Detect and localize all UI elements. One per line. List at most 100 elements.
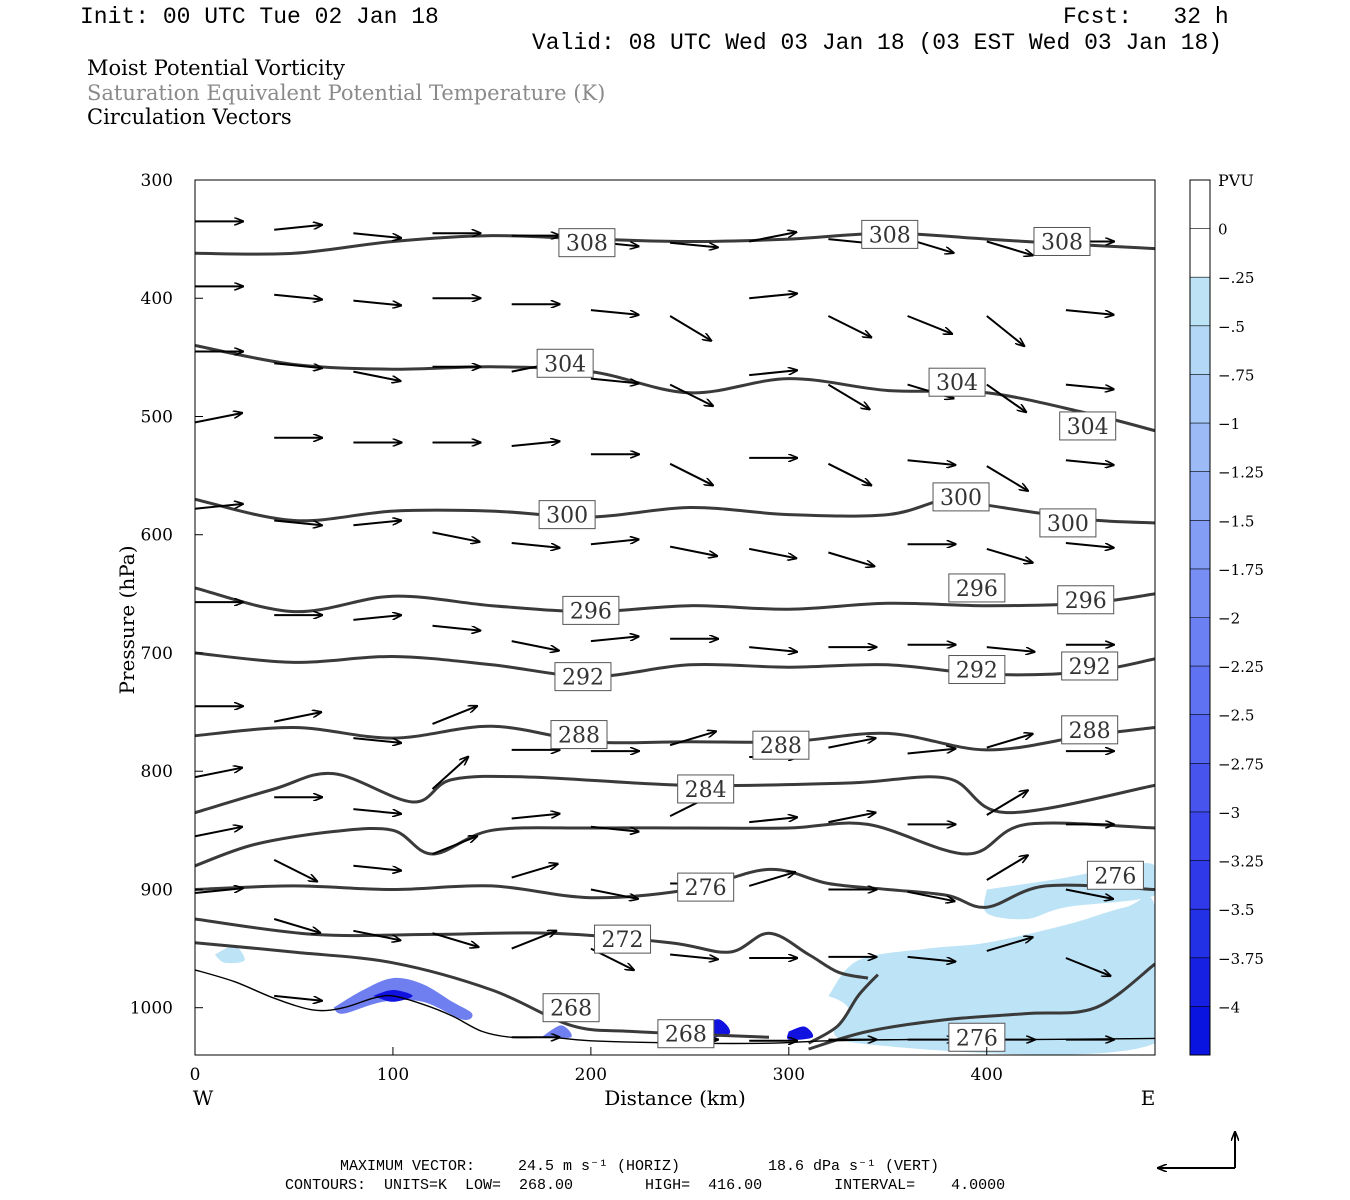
colorbar-swatch — [1190, 1006, 1210, 1056]
x-tick-label: 0 — [190, 1065, 201, 1085]
contour-label-box — [594, 924, 652, 954]
contour-label-text: 304 — [544, 352, 586, 377]
circulation-vector — [749, 817, 797, 824]
circulation-vector — [353, 370, 400, 381]
circulation-vector — [432, 624, 481, 631]
contour-label-box — [1039, 508, 1097, 538]
colorbar-label: −2.5 — [1218, 707, 1254, 725]
circulation-vector — [907, 890, 955, 901]
contour-label-box — [554, 662, 612, 692]
circulation-vector — [353, 864, 401, 871]
colorbar-swatch — [1190, 811, 1210, 862]
colorbar-label: −3.25 — [1218, 853, 1264, 871]
circulation-vector — [590, 377, 639, 384]
theta-contour — [808, 962, 1155, 1051]
circulation-vector — [986, 383, 1026, 413]
contour-label-text: 288 — [760, 734, 802, 759]
circulation-vector — [1065, 459, 1114, 465]
plot-frame — [194, 179, 1156, 1056]
circulation-vector — [907, 459, 956, 465]
contour-label: 296 — [948, 573, 1006, 603]
colorbar-swatch — [1190, 568, 1210, 618]
contour-label-text: 304 — [1067, 415, 1109, 440]
contour-label: 308 — [861, 219, 919, 249]
theta-contours — [195, 231, 1155, 1051]
theta-contour — [807, 973, 879, 1045]
circulation-vector — [511, 864, 558, 879]
circulation-vector — [432, 531, 480, 541]
contour-label: 276 — [677, 872, 735, 902]
circulation-vector — [907, 749, 956, 755]
contour-label-box — [752, 730, 810, 760]
circulation-vector — [353, 615, 401, 621]
circulation-vector — [1065, 309, 1114, 315]
y-axis-label: Pressure (hPa) — [115, 546, 139, 695]
contour-label: 304 — [1059, 411, 1117, 441]
circulation-vector — [353, 737, 401, 743]
x-tick-label: 400 — [971, 1065, 1003, 1085]
circulation-vector — [669, 953, 718, 960]
colorbar-label: −2.75 — [1218, 755, 1264, 773]
contour-label-box — [1059, 411, 1117, 441]
contour-label-text: 288 — [1069, 719, 1111, 744]
colorbar-swatch — [1190, 763, 1210, 813]
colorbar-swatch — [1190, 423, 1210, 473]
colorbar-swatch — [1190, 228, 1210, 278]
init-time: Init: 00 UTC Tue 02 Jan 18 — [80, 4, 439, 30]
y-tick-label: 1000 — [130, 999, 173, 1019]
max-vector-vert: 18.6 dPa s⁻¹ (VERT) — [768, 1158, 940, 1175]
circulation-vector — [828, 738, 875, 749]
pv-colorbar: 0 −.25 −.5 −.75 −1 −1.25 −1.5 −1.75 −2 −2.25 −2.5 −… — [1189, 179, 1264, 1056]
theta-contour — [195, 917, 869, 980]
y-tick-label: 700 — [141, 644, 173, 664]
colorbar-label: −1.5 — [1218, 512, 1254, 530]
contour-label-text: 272 — [602, 928, 644, 953]
circulation-vector — [986, 790, 1028, 816]
contour-label-text: 296 — [1065, 589, 1107, 614]
title-theta: Saturation Equivalent Potential Temperat… — [87, 81, 606, 105]
circulation-vector — [986, 465, 1028, 491]
x-axis-label: Distance (km) — [604, 1086, 746, 1110]
contour-label: 292 — [1061, 651, 1119, 681]
circulation-vector — [273, 918, 320, 933]
y-tick-label: 300 — [141, 171, 173, 191]
circulation-vector — [986, 937, 1033, 952]
contour-label-text: 308 — [566, 232, 608, 257]
circulation-vector — [827, 462, 871, 486]
contour-label: 288 — [1061, 715, 1119, 745]
contour-label-text: 292 — [562, 666, 604, 691]
y-tick-label: 500 — [141, 407, 173, 427]
x-tick-label: 100 — [377, 1065, 409, 1085]
circulation-vector — [432, 706, 478, 725]
circulation-vector — [195, 768, 242, 779]
colorbar-swatch — [1190, 325, 1210, 375]
contour-label: 296 — [1057, 585, 1115, 615]
circulation-vector — [511, 542, 560, 548]
pv-patch — [787, 1026, 814, 1040]
circulation-vector — [828, 813, 875, 824]
colorbar-swatch — [1190, 520, 1210, 570]
colorbar-label: −4 — [1218, 998, 1240, 1016]
colorbar-label: −.5 — [1218, 318, 1245, 336]
contour-label-box — [657, 1019, 715, 1049]
theta-contour — [195, 344, 1155, 433]
contour-label-box — [1061, 651, 1119, 681]
circulation-vector — [353, 232, 401, 238]
contour-label: 300 — [538, 500, 596, 530]
colorbar-title: PVU — [1218, 171, 1254, 190]
contour-label-text: 292 — [1069, 655, 1111, 680]
circulation-vector — [986, 240, 1033, 256]
contour-label-text: 268 — [665, 1023, 707, 1048]
contour-label-text: 276 — [1094, 864, 1136, 889]
contour-label-box — [558, 228, 616, 258]
max-vector-label: MAXIMUM VECTOR: — [340, 1158, 476, 1175]
circulation-vector — [1065, 383, 1114, 390]
contour-label-box — [1057, 585, 1115, 615]
contour-label-box — [536, 348, 594, 378]
colorbar-label: −3.5 — [1218, 901, 1254, 919]
x-tick-label: 300 — [773, 1065, 805, 1085]
circulation-vector — [749, 547, 796, 558]
circulation-vector — [274, 225, 322, 231]
contour-label-box — [542, 993, 600, 1023]
colorbar-swatch — [1190, 714, 1210, 764]
